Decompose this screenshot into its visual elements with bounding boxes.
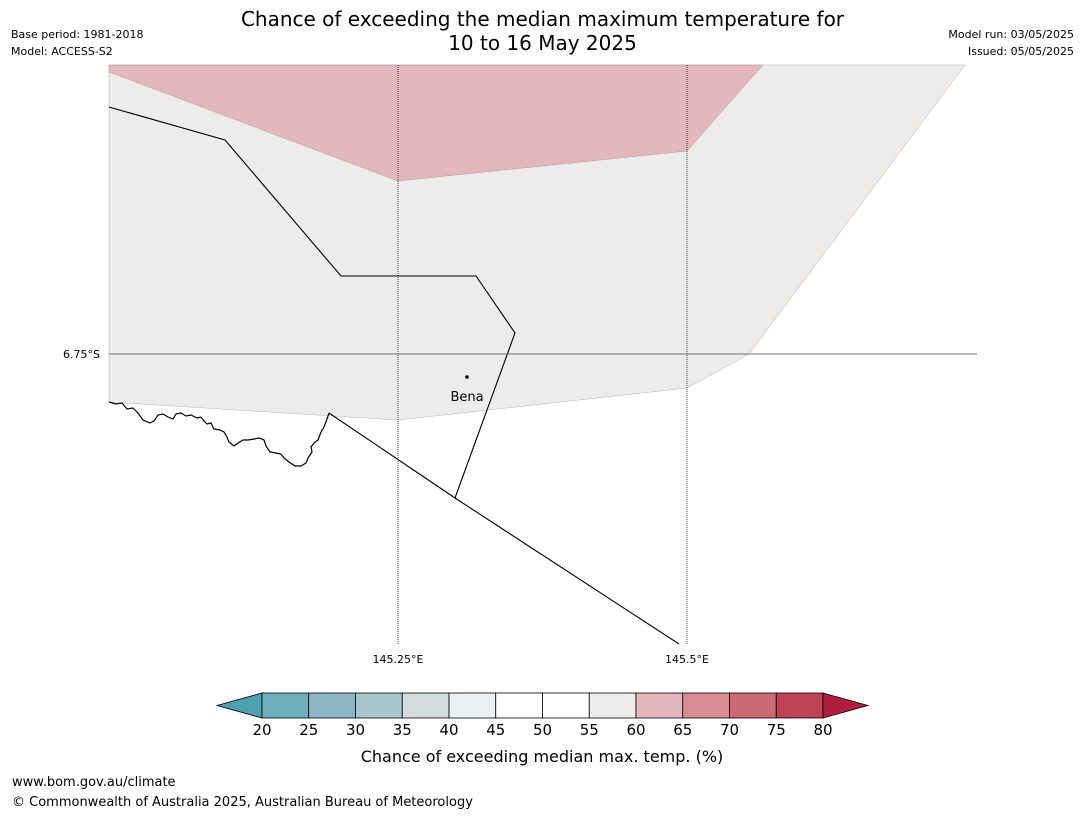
colorbar-tick-label: 35	[393, 721, 412, 739]
meta-right: Model run: 03/05/2025 Issued: 05/05/2025	[948, 26, 1074, 60]
colorbar-tick-label: 70	[720, 721, 739, 739]
colorbar-tick-label: 30	[346, 721, 365, 739]
model-name: Model: ACCESS-S2	[11, 45, 113, 58]
map-title: Chance of exceeding the median maximum t…	[0, 7, 1085, 55]
colorbar-tick-label: 65	[673, 721, 692, 739]
issued-date: Issued: 05/05/2025	[967, 45, 1074, 58]
title-line-1: Chance of exceeding the median maximum t…	[240, 7, 845, 31]
footer-url: www.bom.gov.au/climate	[12, 775, 176, 790]
base-period: Base period: 1981-2018	[11, 28, 144, 41]
colorbar-tick-label: 55	[580, 721, 599, 739]
colorbar-segment	[448, 692, 497, 719]
colorbar-segment	[495, 692, 543, 719]
coastline	[108, 401, 330, 467]
colorbar-tick-label: 80	[813, 721, 832, 739]
model-run: Model run: 03/05/2025	[948, 28, 1074, 41]
colorbar-segment	[261, 692, 310, 719]
colorbar-segment	[308, 692, 356, 719]
colorbar-segment	[775, 692, 824, 719]
colorbar-segment	[635, 692, 684, 719]
bena-label: Bena	[450, 390, 483, 405]
title-line-2: 10 to 16 May 2025	[448, 31, 637, 55]
colorbar-tick-label: 60	[626, 721, 645, 739]
bena-marker	[465, 375, 469, 379]
lat-label: 6.75°S	[63, 348, 100, 361]
colorbar-segment	[542, 692, 590, 719]
lon-label-145-5: 145.5°E	[665, 653, 709, 666]
colorbar-tick-label: 75	[767, 721, 786, 739]
meta-left: Base period: 1981-2018 Model: ACCESS-S2	[11, 26, 143, 60]
colorbar-segment	[729, 692, 777, 719]
colorbar-segment	[401, 692, 450, 719]
colorbar-tick-label: 20	[252, 721, 271, 739]
band-60-65	[108, 64, 764, 182]
colorbar-label: Chance of exceeding median max. temp. (%…	[361, 747, 724, 766]
colorbar-segment	[588, 692, 637, 719]
colorbar-ticks: 20 25 30 35 40 45 50 55 60 65 70 75 80	[252, 721, 832, 739]
colorbar	[215, 692, 870, 719]
boundary-line-south	[328, 412, 680, 645]
colorbar-extend-high	[822, 692, 870, 719]
lon-label-145-25: 145.25°E	[373, 653, 424, 666]
colorbar-extend-low	[215, 692, 263, 719]
boundary-line	[108, 106, 516, 499]
colorbar-segment	[682, 692, 730, 719]
footer-copyright: © Commonwealth of Australia 2025, Austra…	[12, 795, 473, 810]
colorbar-tick-label: 45	[486, 721, 505, 739]
colorbar-segment	[355, 692, 403, 719]
colorbar-tick-label: 25	[299, 721, 318, 739]
colorbar-tick-label: 50	[533, 721, 552, 739]
colorbar-tick-label: 40	[439, 721, 458, 739]
